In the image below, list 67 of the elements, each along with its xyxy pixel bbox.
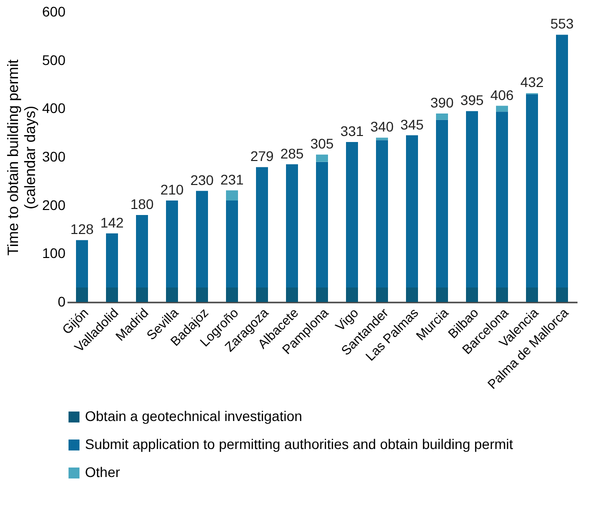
bar [106, 233, 118, 288]
total-label: 390 [430, 94, 454, 110]
bar [466, 111, 478, 288]
bar [496, 288, 508, 302]
bar [406, 135, 418, 288]
bar [76, 240, 88, 288]
y-axis-title: Time to obtain building permit (calendar days) [5, 58, 40, 256]
total-label: 142 [100, 214, 124, 230]
y-tick-label: 300 [42, 148, 66, 164]
bar [376, 138, 388, 140]
total-label: 345 [400, 116, 424, 132]
bar [496, 106, 508, 112]
y-tick-label: 500 [42, 52, 66, 68]
bar [556, 288, 568, 302]
bar [316, 162, 328, 288]
total-label: 279 [250, 148, 274, 164]
bar [196, 190, 208, 288]
total-label: 305 [310, 136, 334, 152]
total-label: 331 [340, 123, 364, 140]
bar [466, 288, 478, 302]
bar [286, 288, 298, 302]
bar [436, 288, 448, 302]
legend-label: Other [85, 464, 120, 480]
total-label: 285 [280, 145, 304, 162]
bar [166, 288, 178, 302]
bar [346, 288, 358, 302]
total-label: 432 [520, 74, 544, 90]
bar [496, 112, 508, 288]
total-label: 180 [130, 196, 154, 212]
bar [136, 215, 148, 288]
total-label: 406 [490, 86, 514, 103]
bar [256, 167, 268, 288]
total-label: 128 [70, 221, 94, 238]
bar [316, 288, 328, 302]
bar [166, 200, 178, 288]
y-tick-label: 200 [42, 196, 66, 213]
total-label: 210 [160, 182, 184, 198]
total-label: 231 [220, 171, 244, 188]
bar [556, 34, 568, 288]
bar [346, 142, 358, 288]
bar [376, 288, 388, 302]
bar [226, 288, 238, 302]
bar [196, 288, 208, 302]
y-tick-label: 0 [58, 294, 66, 310]
legend-label: Obtain a geotechnical investigation [85, 408, 302, 424]
total-label: 395 [460, 92, 484, 108]
y-tick-label: 600 [42, 4, 66, 20]
bar [136, 288, 148, 302]
total-label: 553 [550, 16, 574, 32]
y-tick-label: 100 [42, 245, 66, 262]
bar [526, 288, 538, 302]
bar [256, 288, 268, 302]
y-tick-label: 400 [42, 100, 66, 116]
total-label: 340 [370, 118, 394, 135]
bar [106, 288, 118, 302]
bar [286, 164, 298, 288]
bar [316, 154, 328, 162]
bar [406, 288, 418, 302]
bar [526, 94, 538, 288]
bar [226, 190, 238, 200]
bar [436, 120, 448, 288]
bar [76, 288, 88, 302]
bar [436, 114, 448, 120]
bar [376, 140, 388, 288]
total-label: 230 [190, 172, 214, 188]
legend-label: Submit application to permitting authorities and obtain building permit [85, 436, 514, 452]
bar [226, 200, 238, 288]
